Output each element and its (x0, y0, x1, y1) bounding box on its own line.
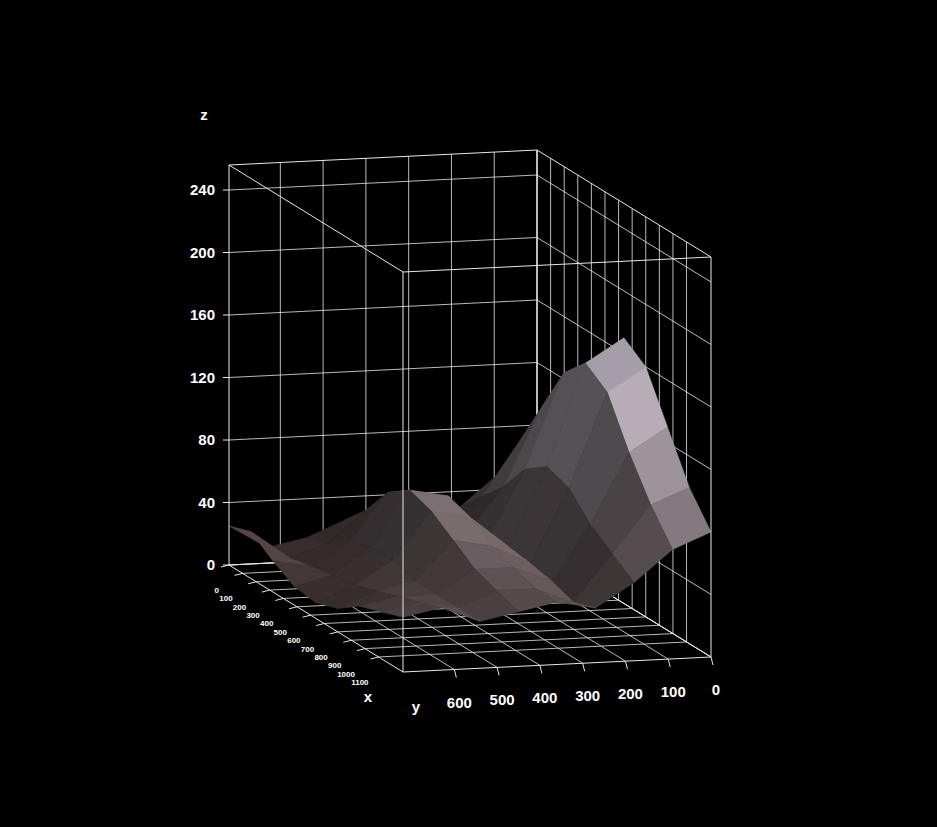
surface-cell (574, 554, 634, 608)
grid-line-x (686, 242, 687, 642)
surface-cell (251, 532, 311, 567)
grid-line-y (323, 160, 324, 560)
tick-label-x: 200 (233, 603, 247, 612)
box-back (229, 150, 711, 657)
grid-line-z (229, 363, 537, 378)
tick-y (625, 661, 627, 669)
tick-label-z: 200 (190, 244, 215, 261)
surface-cell (381, 602, 441, 617)
tick-label-x: 300 (246, 611, 260, 620)
surface (229, 338, 711, 622)
tick-label-y: 600 (447, 694, 472, 711)
tick-label-z: 80 (198, 431, 215, 448)
grid-line-z (229, 238, 537, 253)
tick-z (223, 315, 229, 316)
background (0, 0, 937, 827)
tick-y (583, 663, 585, 671)
tick-x (289, 607, 297, 609)
grid-line-x (351, 625, 659, 640)
tick-label-x: 100 (219, 594, 233, 603)
tick-label-x: 400 (260, 619, 274, 628)
box-edge (229, 165, 230, 565)
tick-x (262, 590, 270, 592)
tick-z (223, 502, 229, 503)
box-edge (403, 257, 711, 272)
tick-label-y: 500 (490, 691, 515, 708)
grid-line-x (365, 634, 673, 649)
tick-y (540, 665, 542, 673)
tick-y (454, 670, 456, 678)
tick-label-x: 600 (287, 636, 301, 645)
tick-label-y: 200 (618, 685, 643, 702)
box-edge (229, 565, 403, 672)
tick-z (223, 190, 229, 191)
tick-y (497, 667, 499, 675)
tick-x (316, 624, 324, 626)
tick-label-z: 240 (190, 181, 215, 198)
axis-label-x: x (364, 688, 373, 705)
tick-y (668, 659, 670, 667)
tick-label-z: 0 (207, 556, 215, 573)
tick-x (343, 640, 351, 642)
grid-line-y (365, 158, 366, 558)
tick-y (711, 657, 713, 665)
tick-label-x: 1100 (351, 678, 369, 687)
box-edge (403, 657, 711, 672)
tick-label-z: 120 (190, 369, 215, 386)
box-edge (537, 150, 711, 257)
box-edge (403, 272, 404, 672)
box-edge (229, 165, 403, 272)
ticks: 0408012016020024001002003004005006000100… (190, 181, 720, 711)
tick-x (330, 632, 338, 634)
tick-x (275, 598, 283, 600)
grid-line-z (229, 425, 537, 440)
chart: 0408012016020024001002003004005006000100… (0, 0, 937, 827)
tick-label-y: 0 (712, 681, 720, 698)
tick-x (221, 565, 229, 567)
axis-label-y: y (412, 698, 421, 715)
box-edge (711, 257, 712, 657)
grid-line-z (537, 238, 711, 345)
grid-line-x (672, 234, 673, 634)
grid-line-z (537, 175, 711, 282)
tick-label-y: 300 (575, 687, 600, 704)
tick-label-z: 160 (190, 306, 215, 323)
tick-x (235, 573, 243, 575)
tick-x (371, 657, 379, 659)
grid (229, 150, 711, 670)
tick-x (248, 582, 256, 584)
tick-z (223, 252, 229, 253)
tick-z (223, 440, 229, 441)
tick-x (303, 615, 311, 617)
tick-label-x: 500 (274, 628, 288, 637)
grid-line-z (229, 300, 537, 315)
tick-label-y: 100 (661, 683, 686, 700)
grid-line-y (451, 154, 452, 554)
grid-line-z (229, 175, 537, 190)
tick-label-x: 800 (314, 653, 328, 662)
grid-line-x (338, 617, 646, 632)
tick-z (223, 377, 229, 378)
grid-line-x (379, 642, 687, 657)
tick-label-z: 40 (198, 494, 215, 511)
axis-label-z: z (200, 106, 208, 123)
grid-line-y (280, 163, 281, 563)
tick-label-y: 400 (532, 689, 557, 706)
tick-label-x: 700 (301, 645, 315, 654)
box-front (229, 165, 711, 672)
box-edge (229, 150, 537, 165)
tick-x (357, 649, 365, 651)
